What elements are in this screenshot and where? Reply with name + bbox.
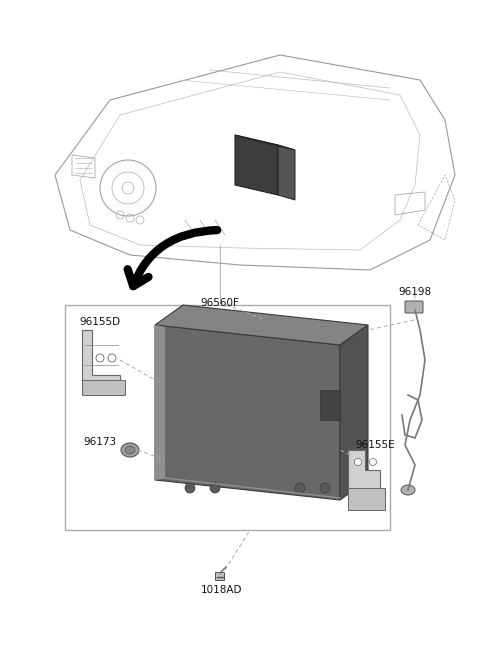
Text: 96155E: 96155E [355,440,395,450]
Polygon shape [235,135,278,195]
Circle shape [96,354,104,362]
Text: 96173: 96173 [84,437,117,447]
Polygon shape [340,325,368,500]
Circle shape [370,459,376,466]
Polygon shape [82,330,120,385]
FancyBboxPatch shape [405,301,423,313]
Polygon shape [155,325,340,500]
FancyBboxPatch shape [216,572,225,581]
Polygon shape [82,380,125,395]
Text: 96155D: 96155D [79,317,120,327]
Polygon shape [348,488,385,510]
Circle shape [210,483,220,493]
Circle shape [108,354,116,362]
Polygon shape [155,305,368,345]
Polygon shape [235,135,295,150]
Text: 1018AD: 1018AD [201,585,243,595]
Circle shape [185,483,195,493]
Text: 96198: 96198 [398,287,432,297]
Ellipse shape [121,443,139,457]
FancyArrowPatch shape [128,230,217,286]
Polygon shape [348,450,380,490]
Polygon shape [278,145,295,200]
Bar [320,390,340,420]
Circle shape [295,483,305,493]
Polygon shape [155,325,165,480]
Text: 96560F: 96560F [201,298,240,308]
Ellipse shape [125,446,135,454]
Circle shape [355,459,361,466]
Ellipse shape [401,485,415,495]
Bar [65,305,390,530]
Circle shape [320,483,330,493]
